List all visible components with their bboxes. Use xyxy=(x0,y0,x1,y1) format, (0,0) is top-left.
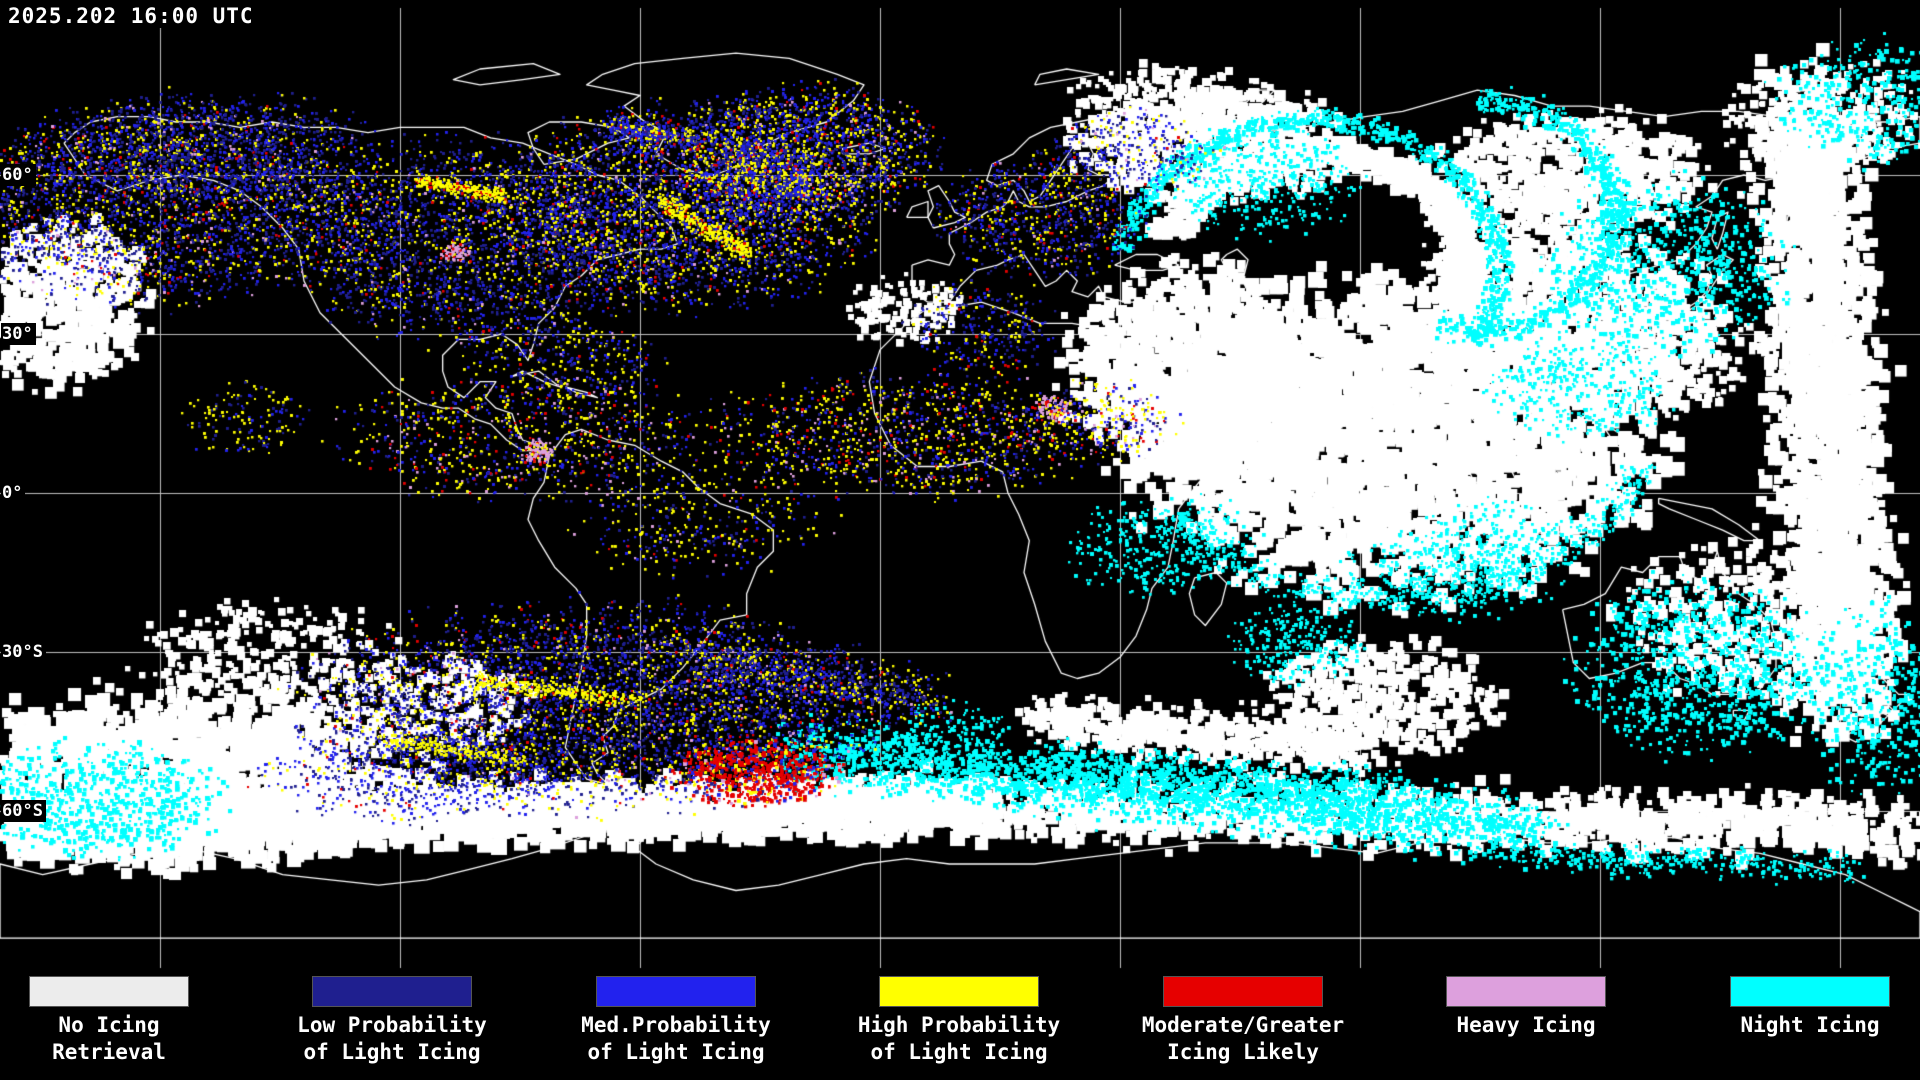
latitude-label: 60° xyxy=(1,164,36,186)
legend-swatch-heavy-icing xyxy=(1446,976,1606,1007)
legend-label: Moderate/Greater Icing Likely xyxy=(1107,1012,1379,1066)
legend-label: Heavy Icing xyxy=(1390,1012,1662,1039)
legend-label-line2: of Light Icing xyxy=(587,1040,765,1064)
legend-swatch-high-probability xyxy=(879,976,1039,1007)
legend-label-line2: Icing Likely xyxy=(1167,1040,1319,1064)
legend-label-line1: High Probability xyxy=(857,1013,1061,1037)
legend-swatch-med-probability xyxy=(596,976,756,1007)
legend-label: Low Probability of Light Icing xyxy=(256,1012,528,1066)
legend-label-line1: Heavy Icing xyxy=(1456,1013,1596,1037)
legend-item: Night Icing xyxy=(1674,976,1920,1039)
latitude-label: 30° xyxy=(1,323,36,345)
legend-swatch-moderate-greater xyxy=(1163,976,1323,1007)
legend: No Icing Retrieval Low Probability of Li… xyxy=(0,972,1920,1080)
legend-item: Low Probability of Light Icing xyxy=(256,976,528,1066)
legend-item: High Probability of Light Icing xyxy=(823,976,1095,1066)
legend-label: Night Icing xyxy=(1674,1012,1920,1039)
legend-label: Med.Probability of Light Icing xyxy=(540,1012,812,1066)
legend-item: No Icing Retrieval xyxy=(0,976,245,1066)
latitude-label: 60°S xyxy=(1,800,46,822)
legend-swatch-no-icing-retrieval xyxy=(29,976,189,1007)
legend-label-line2: of Light Icing xyxy=(303,1040,481,1064)
legend-swatch-low-probability xyxy=(312,976,472,1007)
legend-label-line2: Retrieval xyxy=(52,1040,166,1064)
legend-label-line1: Night Icing xyxy=(1740,1013,1880,1037)
legend-swatch-night-icing xyxy=(1730,976,1890,1007)
legend-label-line1: No Icing xyxy=(58,1013,160,1037)
legend-label-line1: Moderate/Greater xyxy=(1141,1013,1345,1037)
latitude-label: 0° xyxy=(1,482,26,504)
legend-label-line2: of Light Icing xyxy=(870,1040,1048,1064)
legend-item: Heavy Icing xyxy=(1390,976,1662,1039)
legend-label-line1: Med.Probability xyxy=(581,1013,771,1037)
latitude-label: 30°S xyxy=(1,641,46,663)
legend-item: Med.Probability of Light Icing xyxy=(540,976,812,1066)
legend-label: High Probability of Light Icing xyxy=(823,1012,1095,1066)
timestamp: 2025.202 16:00 UTC xyxy=(8,4,258,28)
legend-item: Moderate/Greater Icing Likely xyxy=(1107,976,1379,1066)
legend-label: No Icing Retrieval xyxy=(0,1012,245,1066)
legend-label-line1: Low Probability xyxy=(297,1013,487,1037)
